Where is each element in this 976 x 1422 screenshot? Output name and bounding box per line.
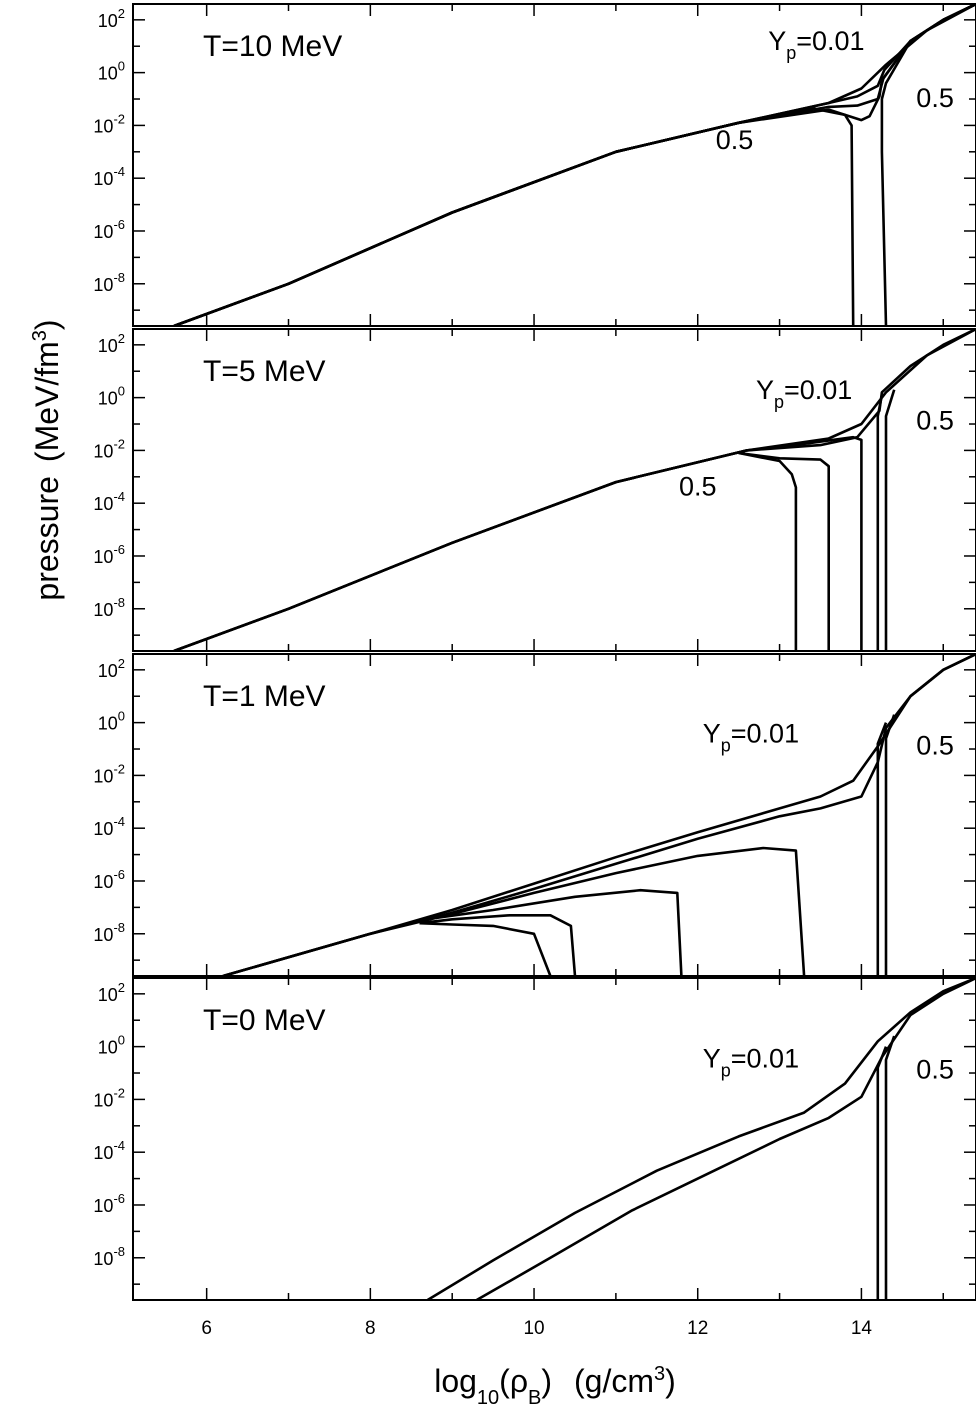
y-tick-label: 10-6 (93, 867, 125, 892)
series-line-3 (876, 722, 888, 976)
y-tick-label: 10-8 (93, 1244, 125, 1269)
x-tick-label: 12 (687, 1318, 708, 1339)
series-line-1 (426, 978, 976, 1300)
series-line-4 (884, 714, 896, 976)
series-line-7 (419, 914, 577, 976)
series-group (173, 329, 976, 651)
series-group (173, 4, 976, 326)
panels: 102 100 10-2 10-4 10-6 10-8 T=10 MeV Yp=0.01 0.5… (93, 3, 976, 1339)
x-axis-label-units: (g/cm (574, 1363, 654, 1399)
y-tick-label: 10-4 (93, 1138, 125, 1163)
panel-frame (132, 3, 976, 327)
x-axis-label: log10(ρB) (g/cm3) (434, 1363, 676, 1409)
x-tick-label: 14 (851, 1318, 873, 1339)
annotation: 0.5 (916, 405, 954, 435)
panel-title: T=0 MeV (203, 1004, 326, 1037)
series-line-8 (419, 921, 552, 976)
x-axis-label-units-sup: 3 (654, 1363, 665, 1385)
y-axis-label-units-sup: 3 (29, 330, 51, 341)
panel-1: 102 100 10-2 10-4 10-6 10-8 T=10 MeV Yp=0.01 0.5… (93, 3, 976, 327)
series-line-5 (222, 846, 806, 976)
x-axis-label-log: log (434, 1363, 477, 1399)
panel-title: T=1 MeV (203, 680, 326, 713)
annotation: 0.5 (679, 471, 717, 501)
annotation: Yp=0.01 (703, 718, 799, 755)
series-line-2 (476, 978, 976, 1300)
annotation: 0.5 (916, 83, 954, 113)
series-line-5 (173, 435, 863, 651)
series-line-3 (876, 1046, 888, 1300)
x-axis-label-close: ) (541, 1363, 552, 1399)
annotation: Yp=0.01 (768, 26, 864, 63)
x-tick-label: 6 (201, 1318, 212, 1339)
panel-title: T=10 MeV (203, 30, 342, 63)
x-tick-label: 8 (365, 1318, 376, 1339)
annotation: Yp=0.01 (703, 1044, 799, 1081)
series-group (426, 978, 976, 1300)
y-tick-label: 10-6 (93, 217, 125, 242)
panel-frame (132, 653, 976, 977)
y-tick-label: 10-2 (93, 1085, 125, 1110)
y-axis-label-main: pressure (29, 476, 65, 601)
y-tick-label: 102 (98, 6, 125, 31)
series-line-6 (435, 888, 683, 976)
y-tick-label: 10-4 (93, 489, 125, 514)
y-tick-label: 102 (98, 980, 125, 1005)
panel-2: 102 100 10-2 10-4 10-6 10-8 T=5 MeV Yp=0.01 0.5 0… (93, 328, 976, 652)
y-tick-label: 100 (98, 384, 125, 409)
y-axis-label-units-close: ) (29, 319, 65, 330)
x-axis-label-log-sub: 10 (477, 1387, 499, 1409)
series-line-7 (738, 451, 798, 651)
annotation: 0.5 (916, 730, 954, 760)
x-tick-label: 10 (523, 1318, 544, 1339)
y-tick-label: 102 (98, 331, 125, 356)
y-tick-label: 10-2 (93, 436, 125, 461)
panel-title: T=5 MeV (203, 355, 326, 388)
y-tick-label: 100 (98, 59, 125, 84)
series-line-2 (222, 654, 976, 976)
y-tick-label: 10-8 (93, 270, 125, 295)
x-axis-label-open: ( (499, 1363, 510, 1399)
annotation: 0.5 (716, 125, 754, 155)
panel-4: 102 100 10-2 10-4 10-6 10-8 6 8 10 12 14 T=0 MeV Yp=… (93, 977, 976, 1339)
series-line-6 (880, 4, 976, 326)
series-line-3 (876, 394, 884, 651)
y-tick-label: 10-6 (93, 1191, 125, 1216)
panel-3: 102 100 10-2 10-4 10-6 10-8 T=1 MeV Yp=0.01 0.5 (93, 653, 976, 977)
y-tick-label: 10-6 (93, 542, 125, 567)
series-line-1 (222, 654, 976, 976)
y-axis-label: pressure (MeV/fm3) (29, 319, 65, 600)
y-tick-label: 10-2 (93, 111, 125, 136)
y-tick-label: 102 (98, 656, 125, 681)
series-line-4 (884, 1035, 896, 1300)
y-tick-label: 10-8 (93, 920, 125, 945)
y-axis-label-units: (MeV/fm (29, 341, 65, 462)
annotation: Yp=0.01 (756, 375, 852, 412)
y-tick-label: 10-4 (93, 164, 125, 189)
x-axis-label-rho-sub: B (528, 1387, 541, 1409)
x-axis-label-units-close: ) (665, 1363, 676, 1399)
annotation: 0.5 (916, 1054, 954, 1084)
y-tick-label: 10-4 (93, 814, 125, 839)
x-axis-label-rho: ρ (510, 1363, 528, 1399)
panel-frame (132, 328, 976, 652)
series-line-4 (884, 389, 896, 651)
series-group (222, 654, 976, 976)
y-tick-label: 10-2 (93, 761, 125, 786)
y-tick-label: 100 (98, 1033, 125, 1058)
series-line-6 (738, 451, 830, 651)
y-tick-label: 10-8 (93, 595, 125, 620)
series-line-5 (173, 107, 855, 326)
panel-frame (132, 977, 976, 1301)
y-tick-label: 100 (98, 709, 125, 734)
